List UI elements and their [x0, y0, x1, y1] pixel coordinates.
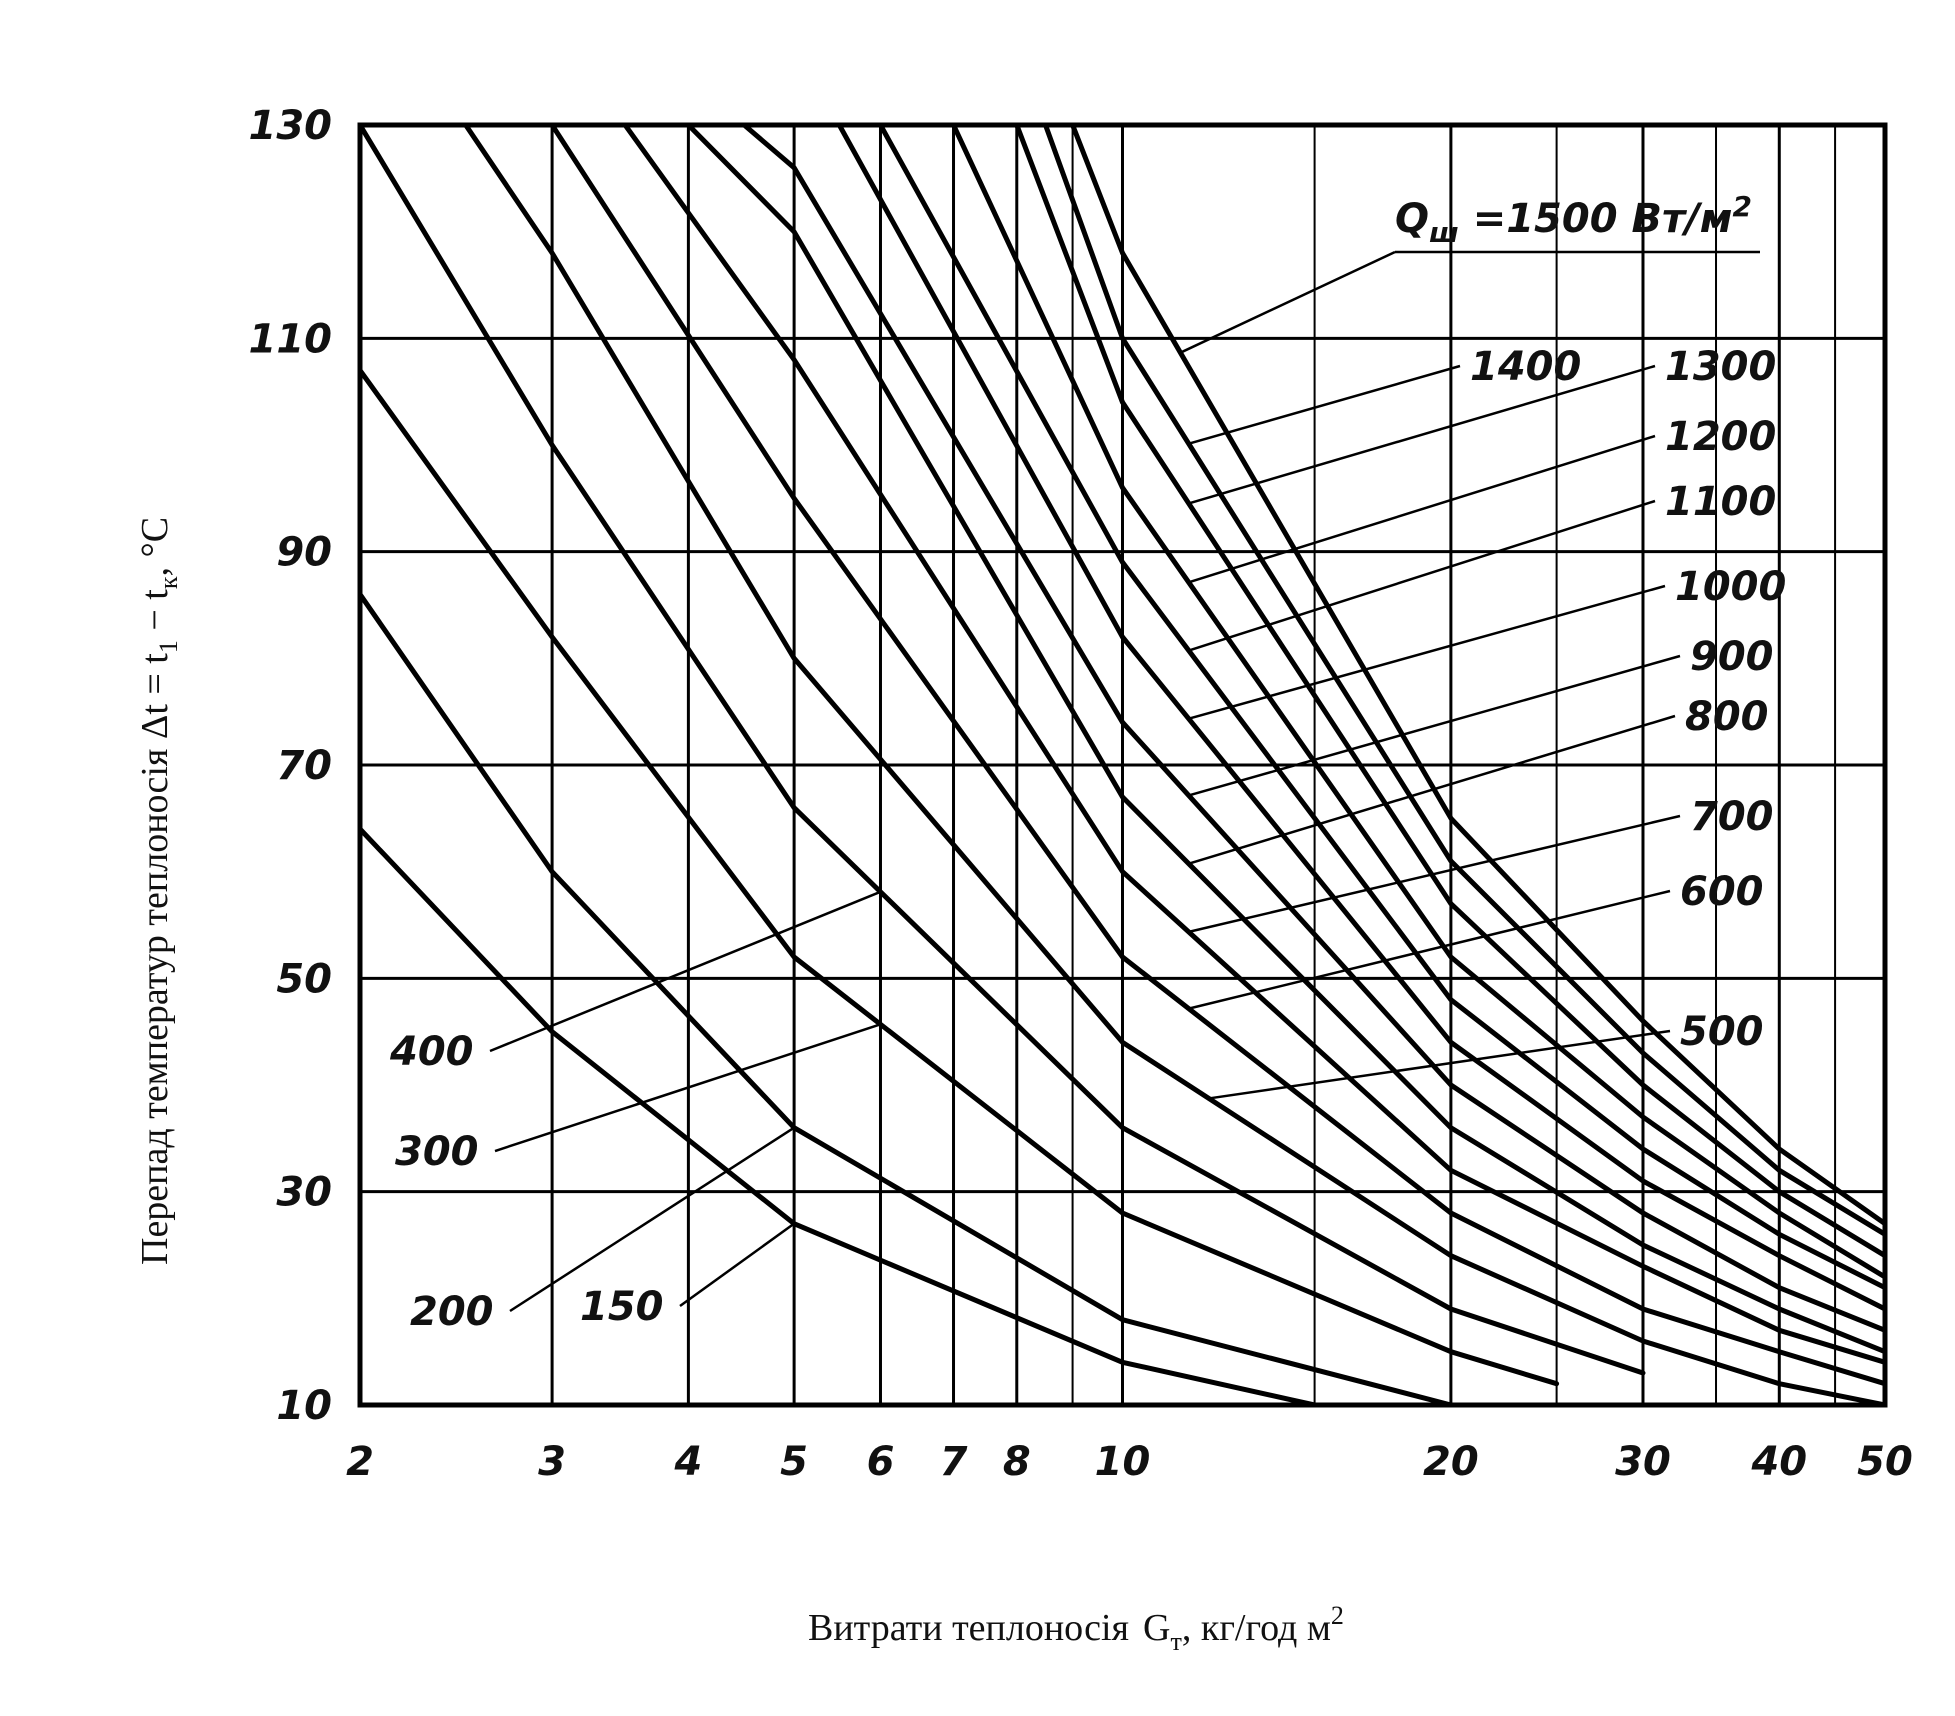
x-tick-labels: 2 3 4 5 6 7 8 10 20 30 40 50: [346, 1439, 1913, 1485]
y-axis-title: Перепад температур теплоносія Δt = t1 − …: [134, 517, 183, 1265]
series-line-900: [741, 122, 1888, 1333]
x-axis-label: Витрати теплоносія: [808, 1607, 1129, 1649]
y-axis-mid: − t: [134, 589, 176, 640]
series-line-300: [357, 367, 1560, 1387]
y-axis-sub2: к: [154, 576, 183, 589]
curve-label-800: 800: [1685, 694, 1769, 740]
leader-line-150: [679, 1222, 795, 1308]
curve-label-900: 900: [1690, 634, 1774, 680]
x-axis-title: Витрати теплоносія Gт, кг/год м2: [808, 1601, 1344, 1656]
series-line-600: [549, 122, 1888, 1387]
curve-label-300: 300: [395, 1129, 479, 1175]
x-tick-label: 6: [867, 1439, 895, 1485]
series-line-700: [622, 122, 1888, 1365]
leader-line-1100: [1188, 499, 1656, 652]
label-leaders: [489, 250, 1760, 1313]
curve-label-600: 600: [1680, 869, 1764, 915]
curve-label-700: 700: [1690, 794, 1774, 840]
leader-line-1500: [1179, 250, 1396, 354]
x-axis-unit-sup: 2: [1331, 1601, 1344, 1630]
curve-label-1400: 1400: [1470, 344, 1581, 390]
x-tick-label: 2: [346, 1439, 374, 1485]
y-tick-label: 70: [276, 743, 332, 789]
curve-label-1300: 1300: [1665, 344, 1776, 390]
leader-line-1300: [1188, 364, 1656, 505]
x-axis-symbol: G: [1143, 1607, 1170, 1649]
curve-labels: 150 200 300 400 500 600 700 800 900 1000 1100 1200 1…: [389, 344, 1786, 1335]
y-axis-label: Перепад температур теплоносія Δt = t: [134, 653, 176, 1265]
x-tick-label: 4: [673, 1439, 702, 1485]
x-tick-label: 7: [940, 1439, 968, 1485]
curve-label-400: 400: [389, 1029, 474, 1075]
curve-label-1000: 1000: [1675, 564, 1786, 610]
y-tick-label: 10: [276, 1383, 332, 1429]
x-tick-label: 3: [538, 1439, 566, 1485]
legend-subscript: ш: [1429, 216, 1459, 249]
leader-line-200: [509, 1126, 795, 1313]
y-tick-label: 30: [276, 1170, 332, 1216]
x-tick-label: 50: [1857, 1439, 1913, 1485]
leader-line-300: [494, 1023, 881, 1153]
series-line-1000: [836, 122, 1888, 1312]
y-tick-labels: 10 30 50 70 90 110 130: [249, 103, 333, 1429]
series-line-1500: [1070, 122, 1888, 1227]
y-tick-label: 110: [249, 316, 333, 362]
x-tick-label: 30: [1615, 1439, 1671, 1485]
y-axis-unit: , °C: [134, 517, 176, 577]
x-tick-label: 40: [1750, 1439, 1807, 1485]
curve-label-1200: 1200: [1665, 414, 1776, 460]
legend-suffix-sup: 2: [1732, 190, 1751, 223]
series-line-400: [357, 122, 1646, 1376]
x-tick-label: 8: [1003, 1439, 1031, 1485]
y-axis-sub1: 1: [154, 640, 183, 653]
curve-label-200: 200: [410, 1289, 494, 1335]
plot-frame: [357, 122, 1888, 1408]
leader-line-500: [1208, 1029, 1671, 1100]
x-tick-label: 10: [1095, 1439, 1151, 1485]
series-line-1400: [1043, 122, 1888, 1237]
legend-suffix: =1500 Вт/м: [1459, 196, 1733, 242]
leader-line-900: [1188, 654, 1681, 797]
y-tick-label: 90: [276, 530, 332, 576]
leader-line-800: [1188, 714, 1676, 865]
leader-line-700: [1188, 814, 1681, 934]
series-line-800: [685, 122, 1888, 1355]
leader-line-1400: [1188, 364, 1461, 445]
y-tick-label: 130: [249, 103, 333, 149]
legend-prefix: Q: [1395, 196, 1429, 242]
leader-line-1000: [1188, 584, 1666, 720]
series-line-1300: [1014, 122, 1888, 1259]
curve-label-500: 500: [1680, 1009, 1764, 1055]
x-axis-subscript: т: [1171, 1627, 1182, 1656]
x-axis-unit: , кг/год м: [1182, 1607, 1331, 1649]
series-line-1200: [951, 122, 1888, 1280]
series-line-1100: [878, 122, 1888, 1291]
x-tick-label: 5: [780, 1439, 808, 1485]
series-line-500: [463, 122, 1888, 1408]
curve-label-150: 150: [580, 1284, 664, 1330]
leader-line-1200: [1188, 434, 1656, 584]
curve-label-1100: 1100: [1665, 479, 1776, 525]
x-tick-label: 20: [1423, 1439, 1479, 1485]
leader-line-400: [489, 890, 881, 1053]
legend-title: Qш =1500 Вт/м2: [1395, 190, 1752, 249]
y-tick-label: 50: [276, 956, 332, 1002]
leader-line-600: [1188, 889, 1671, 1010]
